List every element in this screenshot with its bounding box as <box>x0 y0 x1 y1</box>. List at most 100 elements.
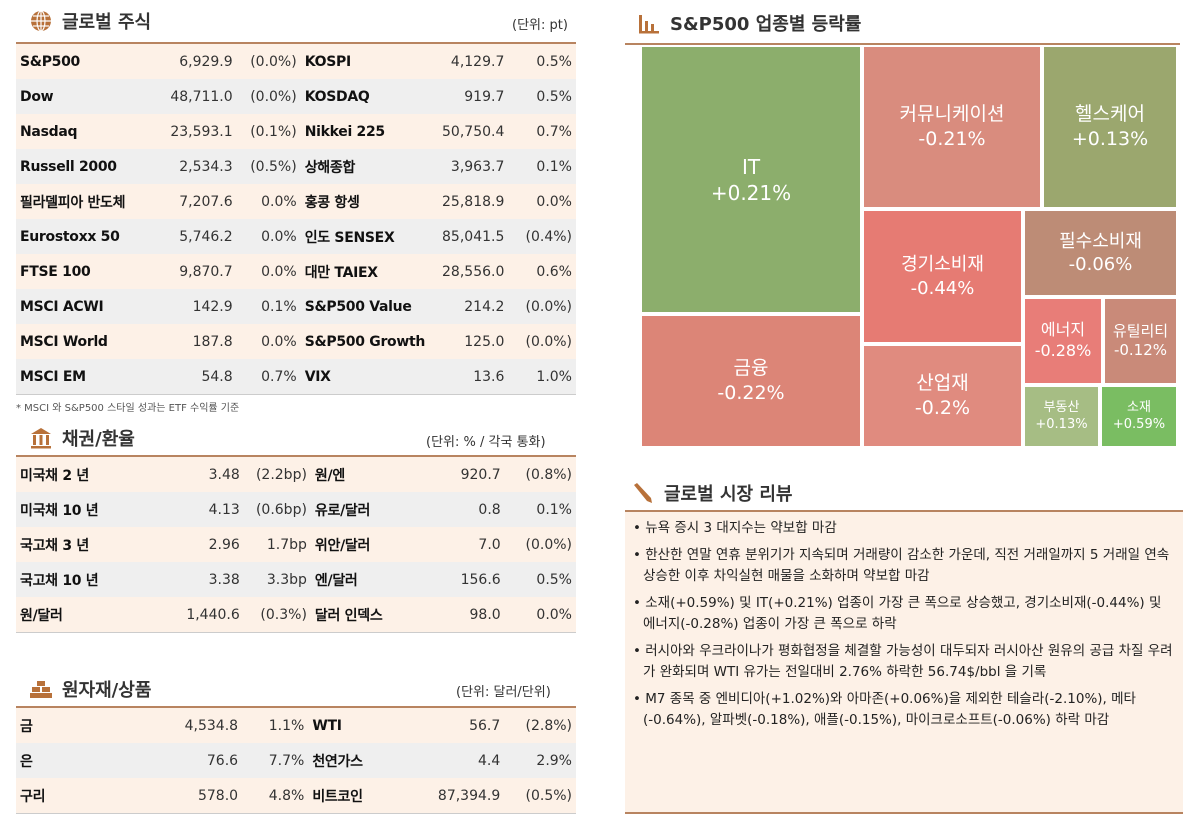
treemap-cell: IT +0.21% <box>640 45 862 314</box>
gold-bars-icon <box>30 681 52 698</box>
table-row: 구리 578.0 4.8% 비트코인 87,394.9 (0.5%) <box>16 778 576 814</box>
sector-name: 금융 <box>733 357 769 380</box>
item-change: 0.1% <box>536 501 572 518</box>
table-row: 금 4,534.8 1.1% WTI 56.7 (2.8%) <box>16 707 576 743</box>
item-name: Dow <box>20 88 54 105</box>
table-row: FTSE 100 9,870.7 0.0% 대만 TAIEX 28,556.0 0.6% <box>16 254 576 289</box>
item-change: (0.8%) <box>525 466 573 483</box>
item-value: 7.0 <box>478 536 501 553</box>
item-value: 7,207.6 <box>179 193 233 210</box>
item-change: 4.8% <box>268 787 305 804</box>
item-change: (0.3%) <box>260 606 307 623</box>
item-change: (0.5%) <box>525 787 573 804</box>
sector-name: 경기소비재 <box>901 254 984 276</box>
item-value: 3,963.7 <box>450 158 505 175</box>
commodities-header: 원자재/상품 <box>30 676 151 702</box>
treemap-cell: 부동산 +0.13% <box>1023 385 1100 448</box>
sector-change: +0.13% <box>1071 128 1149 150</box>
item-change: (0.1%) <box>250 123 297 140</box>
sector-treemap: IT +0.21% 금융 -0.22% 커뮤니케이션 -0.21% 헬스케어 +0.13% 경기… <box>625 43 1180 448</box>
item-name: S&P500 <box>20 53 80 70</box>
treemap-header: S&P500 업종별 등락률 <box>638 10 861 36</box>
item-name: 구리 <box>20 788 46 805</box>
item-name: 필라델피아 반도체 <box>20 194 126 211</box>
item-name: Nasdaq <box>20 123 78 140</box>
sector-name: 헬스케어 <box>1075 103 1145 126</box>
sector-change: -0.2% <box>914 397 971 419</box>
item-name: MSCI ACWI <box>20 298 104 315</box>
item-change: 0.7% <box>261 368 297 385</box>
item-value: 6,929.9 <box>179 53 233 70</box>
item-name: Nikkei 225 <box>304 123 385 140</box>
stocks-unit: (단위: pt) <box>512 18 568 33</box>
table-row: Russell 2000 2,534.3 (0.5%) 상해종합 3,963.7 0.1% <box>16 149 576 184</box>
item-name: 비트코인 <box>312 788 363 805</box>
bank-icon <box>31 428 51 449</box>
item-change: 0.5% <box>536 88 572 105</box>
item-value: 578.0 <box>197 787 239 804</box>
table-row: Nasdaq 23,593.1 (0.1%) Nikkei 225 50,750.4 0.… <box>16 114 576 149</box>
item-name: MSCI World <box>20 333 108 350</box>
item-value: 142.9 <box>192 298 233 315</box>
item-value: 28,556.0 <box>442 263 505 280</box>
item-name: 국고채 3 년 <box>20 537 89 554</box>
treemap-cell: 유틸리티 -0.12% <box>1103 297 1178 385</box>
item-value: 214.2 <box>464 298 505 315</box>
item-change: (0.6bp) <box>255 501 307 518</box>
sector-name: 유틸리티 <box>1112 321 1169 340</box>
table-row: 미국채 2 년 3.48 (2.2bp) 원/엔 920.7 (0.8%) <box>16 456 576 492</box>
table-row: 은 76.6 7.7% 천연가스 4.4 2.9% <box>16 743 576 778</box>
item-name: 미국채 2 년 <box>20 467 89 484</box>
item-change: 0.5% <box>536 53 572 70</box>
item-change: 0.0% <box>261 228 297 245</box>
stocks-note: * MSCI 와 S&P500 스타일 성과는 ETF 수익률 기준 <box>16 403 240 414</box>
table-row: MSCI World 187.8 0.0% S&P500 Growth 125.0 (0.… <box>16 324 576 359</box>
item-value: 5,746.2 <box>179 228 233 245</box>
item-name: 달러 인덱스 <box>314 607 383 624</box>
item-value: 54.8 <box>201 368 233 385</box>
item-name: 홍콩 항셍 <box>304 194 360 211</box>
item-value: 76.6 <box>206 752 239 769</box>
item-name: 원/달러 <box>20 607 63 624</box>
item-value: 25,818.9 <box>442 193 505 210</box>
table-row: 원/달러 1,440.6 (0.3%) 달러 인덱스 98.0 0.0% <box>16 597 576 633</box>
item-change: (0.0%) <box>250 53 297 70</box>
item-name: 천연가스 <box>312 753 363 770</box>
stocks-title: 글로벌 주식 <box>62 12 152 33</box>
treemap-cell: 필수소비재 -0.06% <box>1023 209 1178 297</box>
item-name: KOSDAQ <box>304 88 370 105</box>
item-value: 48,711.0 <box>170 88 233 105</box>
item-change: 1.0% <box>536 368 572 385</box>
item-name: KOSPI <box>304 53 351 70</box>
sector-name: 소재 <box>1127 399 1151 415</box>
item-change: 0.0% <box>536 193 572 210</box>
item-change: 7.7% <box>268 752 305 769</box>
item-change: 2.9% <box>536 752 572 769</box>
item-name: WTI <box>312 717 342 734</box>
item-name: Russell 2000 <box>20 158 117 175</box>
item-change: 3.3bp <box>266 571 307 588</box>
commodities-title: 원자재/상품 <box>62 680 152 701</box>
item-name: 인도 SENSEX <box>304 229 395 246</box>
bonds-table: 미국채 2 년 3.48 (2.2bp) 원/엔 920.7 (0.8%) 미국채 10 년… <box>16 455 576 633</box>
item-value: 920.7 <box>460 466 501 483</box>
treemap-cell: 헬스케어 +0.13% <box>1042 45 1178 209</box>
sector-name: 필수소비재 <box>1059 230 1142 252</box>
item-value: 85,041.5 <box>442 228 505 245</box>
item-value: 3.38 <box>208 571 240 588</box>
sector-change: -0.12% <box>1113 341 1168 359</box>
item-change: 0.1% <box>536 158 572 175</box>
item-value: 0.8 <box>478 501 501 518</box>
item-value: 23,593.1 <box>170 123 233 140</box>
table-row: MSCI EM 54.8 0.7% VIX 13.6 1.0% <box>16 359 576 395</box>
item-change: (2.8%) <box>525 717 573 734</box>
item-name: S&P500 Value <box>304 298 412 315</box>
item-name: Eurostoxx 50 <box>20 228 120 245</box>
item-name: 엔/달러 <box>314 572 358 589</box>
item-value: 50,750.4 <box>442 123 505 140</box>
sector-change: -0.22% <box>717 382 785 404</box>
item-value: 125.0 <box>464 333 505 350</box>
item-change: (0.0%) <box>250 88 297 105</box>
sector-change: -0.21% <box>918 128 986 150</box>
table-row: S&P500 6,929.9 (0.0%) KOSPI 4,129.7 0.5% <box>16 43 576 79</box>
